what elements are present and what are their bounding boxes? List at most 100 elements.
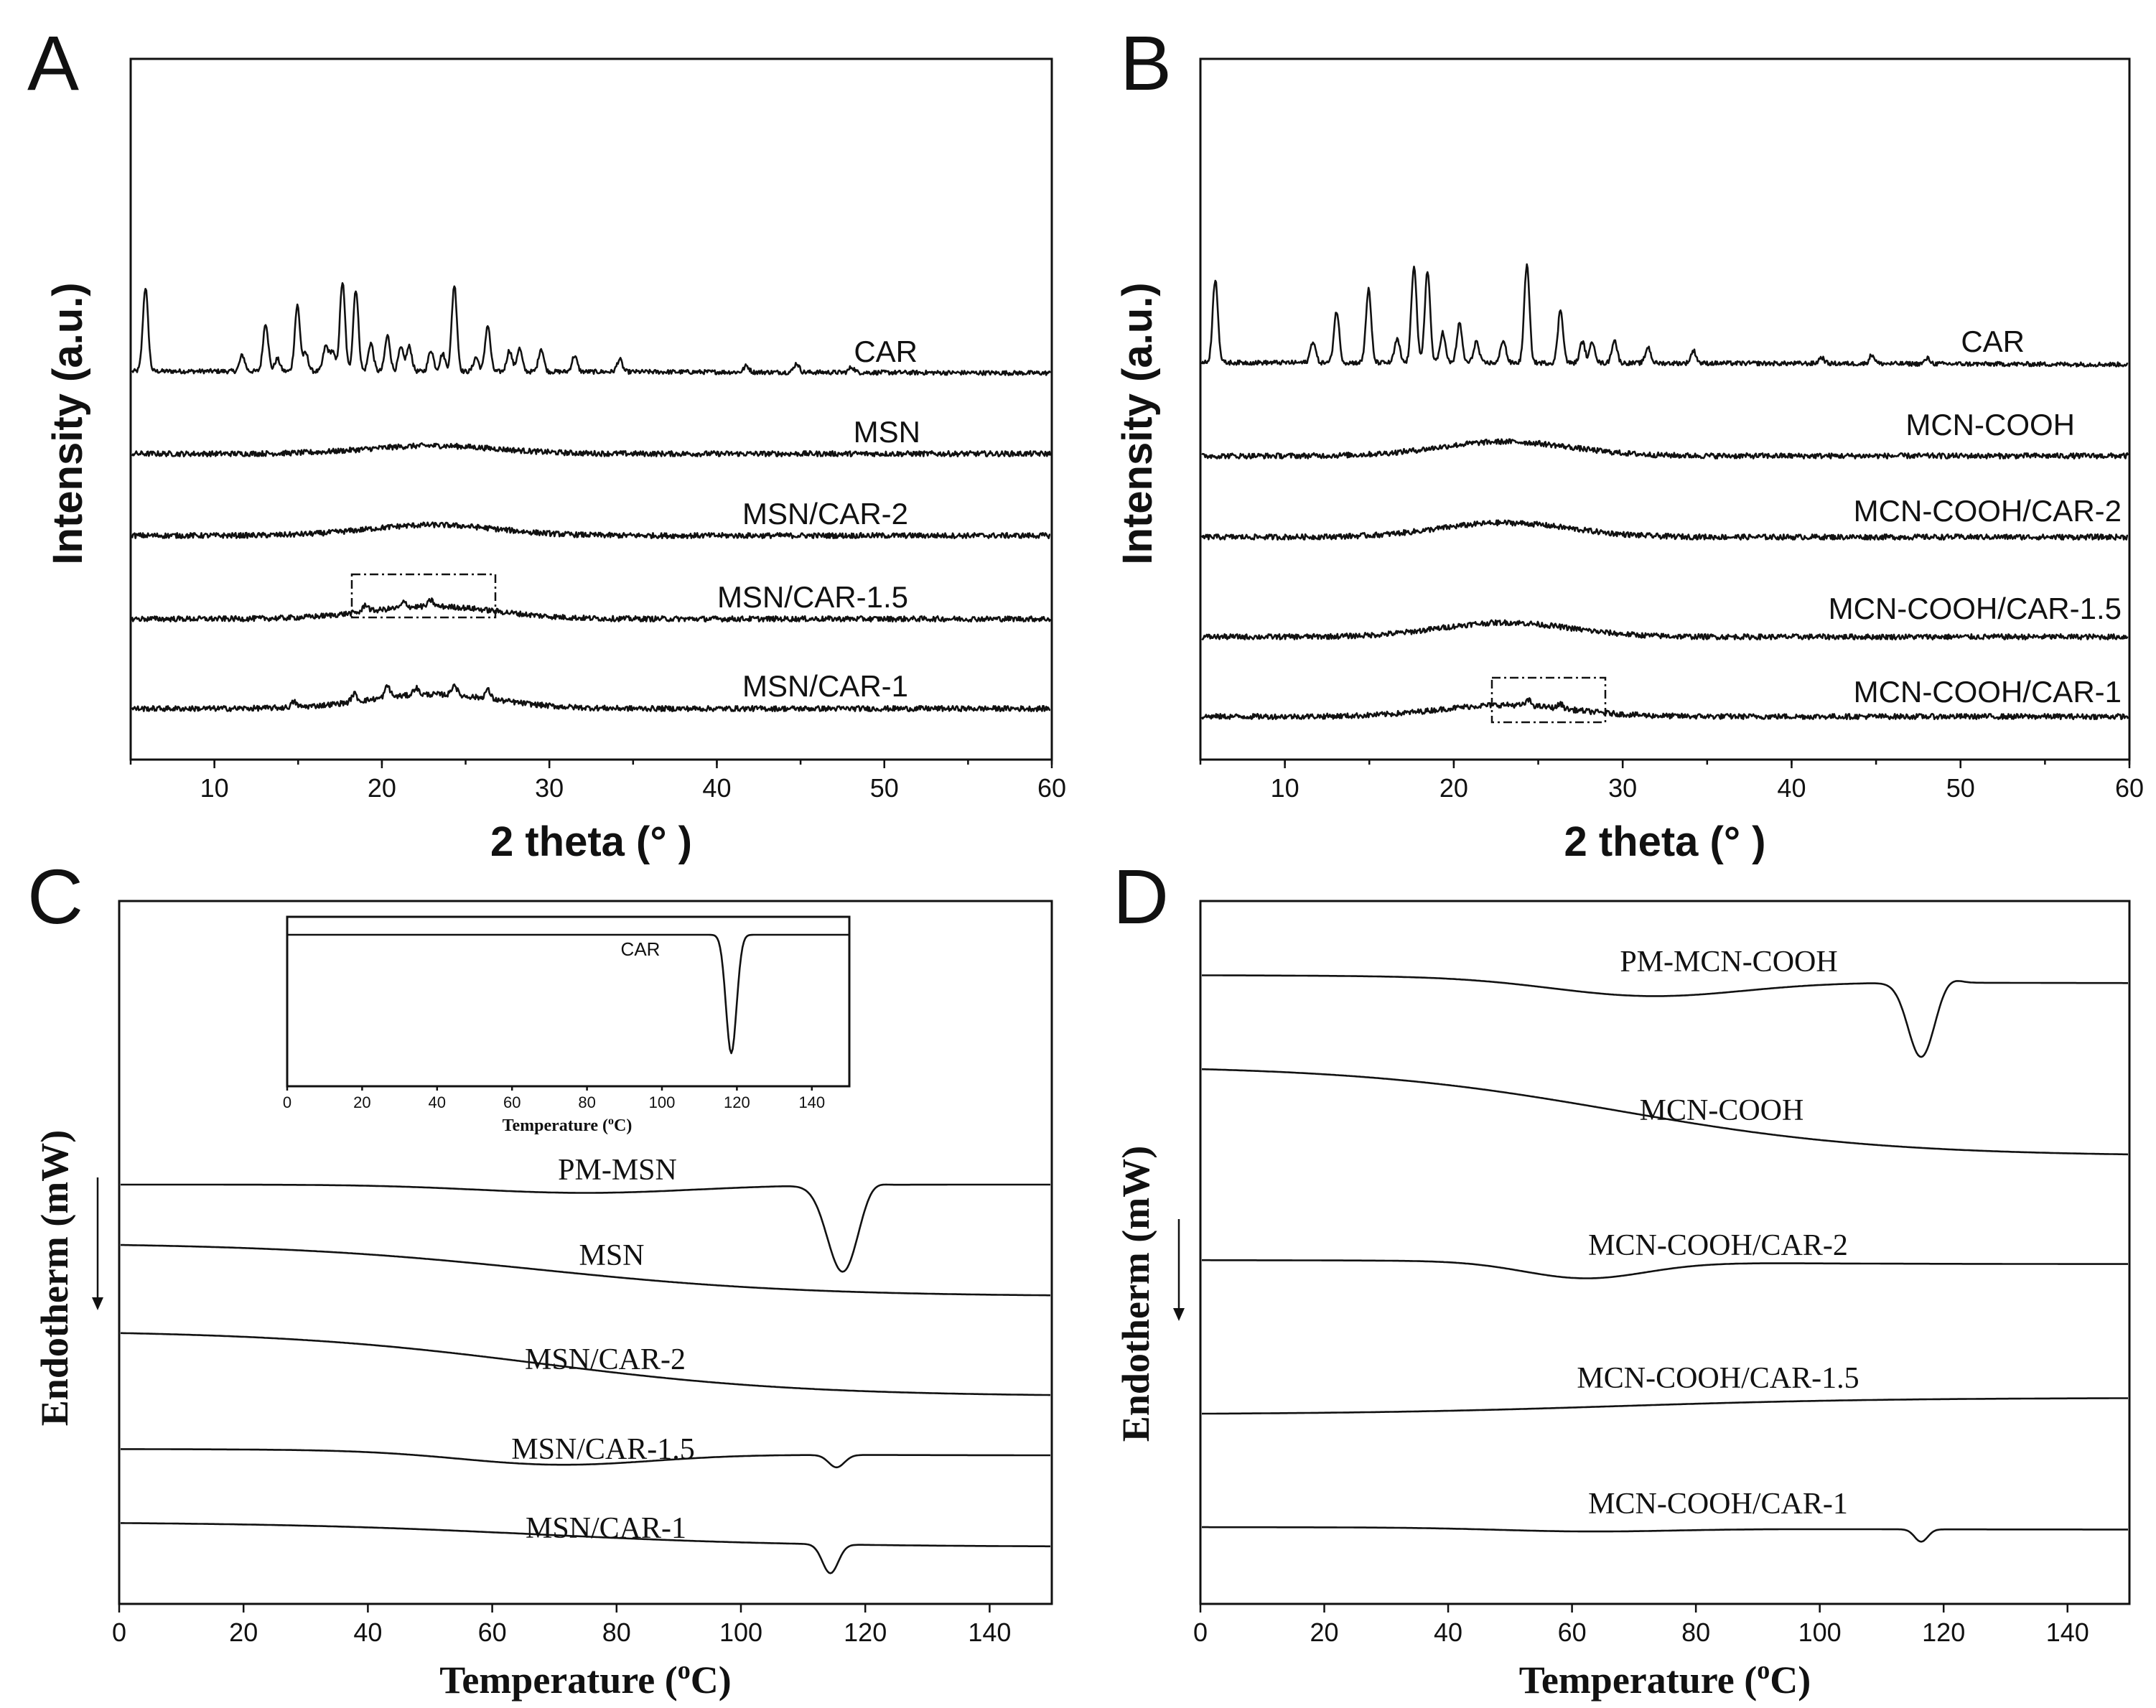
inset-series-label: CAR <box>621 938 661 960</box>
x-tick-label: 140 <box>968 1618 1011 1647</box>
trace-mcn-cooh-car-1 <box>1200 697 2129 721</box>
x-tick-label: 50 <box>870 773 899 803</box>
series-label-msn-car-1-5: MSN/CAR-1.5 <box>511 1433 695 1466</box>
panel-letter: A <box>27 19 79 106</box>
inset-tick-label: 20 <box>353 1093 370 1111</box>
x-tick-label: 0 <box>1193 1618 1208 1647</box>
trace-msn <box>121 1243 1050 1297</box>
series-label-mcn-cooh-car-1-5: MCN-COOH/CAR-1.5 <box>1829 592 2122 625</box>
x-tick-label: 60 <box>2115 773 2144 803</box>
x-tick-label: 40 <box>1434 1618 1462 1647</box>
panel-b: B 10 20 30 40 50 60 2 theta (° ) Intensity (a.u.… <box>1114 19 2144 865</box>
panel-letter: B <box>1120 19 1172 106</box>
inset-tick-label: 60 <box>503 1093 521 1111</box>
y-axis-title: Intensity (a.u.) <box>45 282 91 564</box>
panel-letter: D <box>1113 853 1169 940</box>
inset-tick-label: 80 <box>578 1093 595 1111</box>
x-tick-label: 40 <box>702 773 731 803</box>
trace-mcn-cooh-car-2 <box>1200 519 2129 541</box>
trace-mcn-cooh-car-1 <box>1202 1526 2128 1543</box>
plot-frame <box>1199 900 2131 1605</box>
x-tick-label: 60 <box>478 1618 507 1647</box>
x-tick-label: 30 <box>535 773 564 803</box>
trace-pm-mcn-cooh <box>1202 974 2128 1058</box>
trace-car <box>131 281 1052 376</box>
x-tick-label: 100 <box>1798 1618 1842 1647</box>
inset-tick-label: 100 <box>649 1093 676 1111</box>
x-tick-label: 30 <box>1608 773 1637 803</box>
x-tick-label: 40 <box>353 1618 382 1647</box>
x-tick-label: 60 <box>1558 1618 1587 1647</box>
y-axis-title: Endotherm (mW) <box>1114 1146 1157 1442</box>
trace-mcn-cooh <box>1201 1068 2129 1156</box>
inset-tick-label: 140 <box>798 1093 825 1111</box>
trace-msn-car-1-5 <box>121 1448 1050 1469</box>
x-tick-label: 120 <box>844 1618 887 1647</box>
highlight-box <box>1490 676 1607 724</box>
x-axis-title: Temperature (oC) <box>439 1656 731 1702</box>
series-label-msn: MSN <box>854 415 920 449</box>
series-label-pm-msn: PM-MSN <box>558 1154 677 1187</box>
inset-tick-label: 0 <box>283 1093 291 1111</box>
trace-pm-msn <box>121 1183 1050 1273</box>
y-axis-title: Endotherm (mW) <box>33 1130 76 1426</box>
series-label-msn-car-1-5: MSN/CAR-1.5 <box>717 580 908 614</box>
trace-msn-car-1-5 <box>131 597 1052 623</box>
trace-msn-car-2 <box>131 521 1051 540</box>
x-tick-label: 140 <box>2046 1618 2089 1647</box>
plot-frame <box>118 900 1053 1605</box>
plot-frame <box>129 57 1053 761</box>
x-tick-label: 60 <box>1037 773 1066 803</box>
panel-d: D 0 20 40 60 80 100 120 140 Temperature (oC) Endot… <box>1113 853 2131 1702</box>
series-label-mcn-cooh: MCN-COOH <box>1640 1094 1804 1127</box>
inset-trace-car <box>287 933 849 1055</box>
endotherm-arrow-head <box>92 1297 103 1310</box>
endotherm-arrow-head <box>1173 1308 1185 1321</box>
trace-msn <box>131 442 1052 458</box>
panel-c: C 0 20 40 60 80 100 120 140 Temperature (oC) Endot… <box>27 853 1053 1702</box>
trace-mcn-cooh-car-1-5 <box>1201 619 2129 641</box>
series-label-car: CAR <box>854 335 918 368</box>
x-tick-label: 80 <box>1681 1618 1710 1647</box>
series-label-mcn-cooh-car-1: MCN-COOH/CAR-1 <box>1854 675 2122 709</box>
panel-a: A 10 20 30 40 50 60 2 theta (° ) Intensity (a.u.… <box>27 19 1066 865</box>
x-axis-title: 2 theta (° ) <box>490 818 692 865</box>
trace-msn-car-1 <box>121 1522 1050 1574</box>
series-label-mcn-cooh-car-1-5: MCN-COOH/CAR-1.5 <box>1577 1362 1859 1395</box>
series-label-car: CAR <box>1961 325 2025 358</box>
panel-letter: C <box>27 853 83 940</box>
x-axis-title: 2 theta (° ) <box>1564 818 1766 865</box>
trace-mcn-cooh-car-2 <box>1202 1259 2128 1279</box>
trace-mcn-cooh-car-1-5 <box>1201 1397 2128 1415</box>
x-tick-label: 20 <box>1439 773 1468 803</box>
inset-tick-label: 40 <box>429 1093 446 1111</box>
x-tick-label: 20 <box>368 773 396 803</box>
x-tick-label: 120 <box>1922 1618 1965 1647</box>
series-label-mcn-cooh-car-2: MCN-COOH/CAR-2 <box>1588 1229 1848 1262</box>
series-label-msn-car-2: MSN/CAR-2 <box>525 1343 686 1376</box>
series-label-mcn-cooh: MCN-COOH <box>1905 408 2075 442</box>
x-tick-label: 50 <box>1946 773 1975 803</box>
inset-frame <box>286 915 851 1088</box>
highlight-box <box>350 573 497 619</box>
series-label-pm-mcn-cooh: PM-MCN-COOH <box>1620 946 1837 979</box>
x-tick-label: 100 <box>719 1618 762 1647</box>
series-label-msn-car-2: MSN/CAR-2 <box>742 497 908 531</box>
x-axis-title: Temperature (oC) <box>1519 1656 1811 1702</box>
x-tick-label: 10 <box>200 773 229 803</box>
trace-msn-car-2 <box>121 1332 1050 1396</box>
plot-frame <box>1199 57 2131 761</box>
x-tick-label: 40 <box>1777 773 1806 803</box>
x-tick-label: 10 <box>1271 773 1299 803</box>
series-label-mcn-cooh-car-2: MCN-COOH/CAR-2 <box>1854 494 2122 528</box>
trace-car <box>1200 263 2129 368</box>
trace-mcn-cooh <box>1201 438 2129 460</box>
series-label-mcn-cooh-car-1: MCN-COOH/CAR-1 <box>1588 1488 1848 1521</box>
inset-x-axis-title: Temperature (oC) <box>503 1115 633 1135</box>
series-label-msn-car-1: MSN/CAR-1 <box>526 1512 686 1545</box>
inset-chart: CAR 0 20 40 60 80 100 120 140 Temperature (oC) <box>283 915 851 1135</box>
y-axis-title: Intensity (a.u.) <box>1114 282 1161 564</box>
x-tick-label: 0 <box>112 1618 126 1647</box>
series-label-msn-car-1: MSN/CAR-1 <box>742 669 908 703</box>
